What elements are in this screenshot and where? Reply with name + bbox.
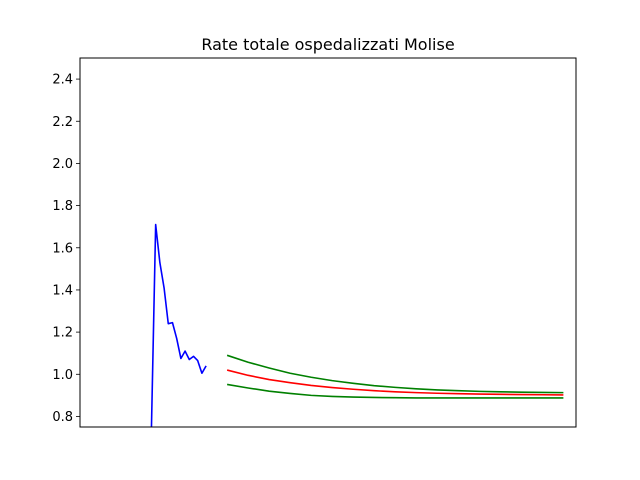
- series-line-1: [226, 369, 564, 396]
- y-tick-label: 2.0: [52, 157, 73, 172]
- y-tick-label: 2.2: [52, 115, 73, 130]
- y-tick-label: 1.2: [52, 326, 73, 341]
- series-line-3: [226, 383, 564, 399]
- y-axis: 0.8 1.0 1.2 1.4 1.6 1.8 2.0 2.2 2.4: [52, 73, 80, 425]
- plot-area: [80, 58, 576, 427]
- y-tick-label: 1.4: [52, 283, 73, 298]
- y-tick-label: 0.8: [52, 410, 73, 425]
- plot-frame: [79, 57, 577, 428]
- series-layer: [150, 223, 564, 427]
- y-tick-label: 1.8: [52, 199, 73, 214]
- chart-title: Rate totale ospedalizzati Molise: [201, 35, 454, 54]
- y-tick-label: 1.0: [52, 368, 73, 383]
- series-line-2: [226, 354, 564, 394]
- y-tick-label: 2.4: [52, 73, 73, 88]
- series-line-0: [150, 223, 207, 427]
- y-tick-label: 1.6: [52, 241, 73, 256]
